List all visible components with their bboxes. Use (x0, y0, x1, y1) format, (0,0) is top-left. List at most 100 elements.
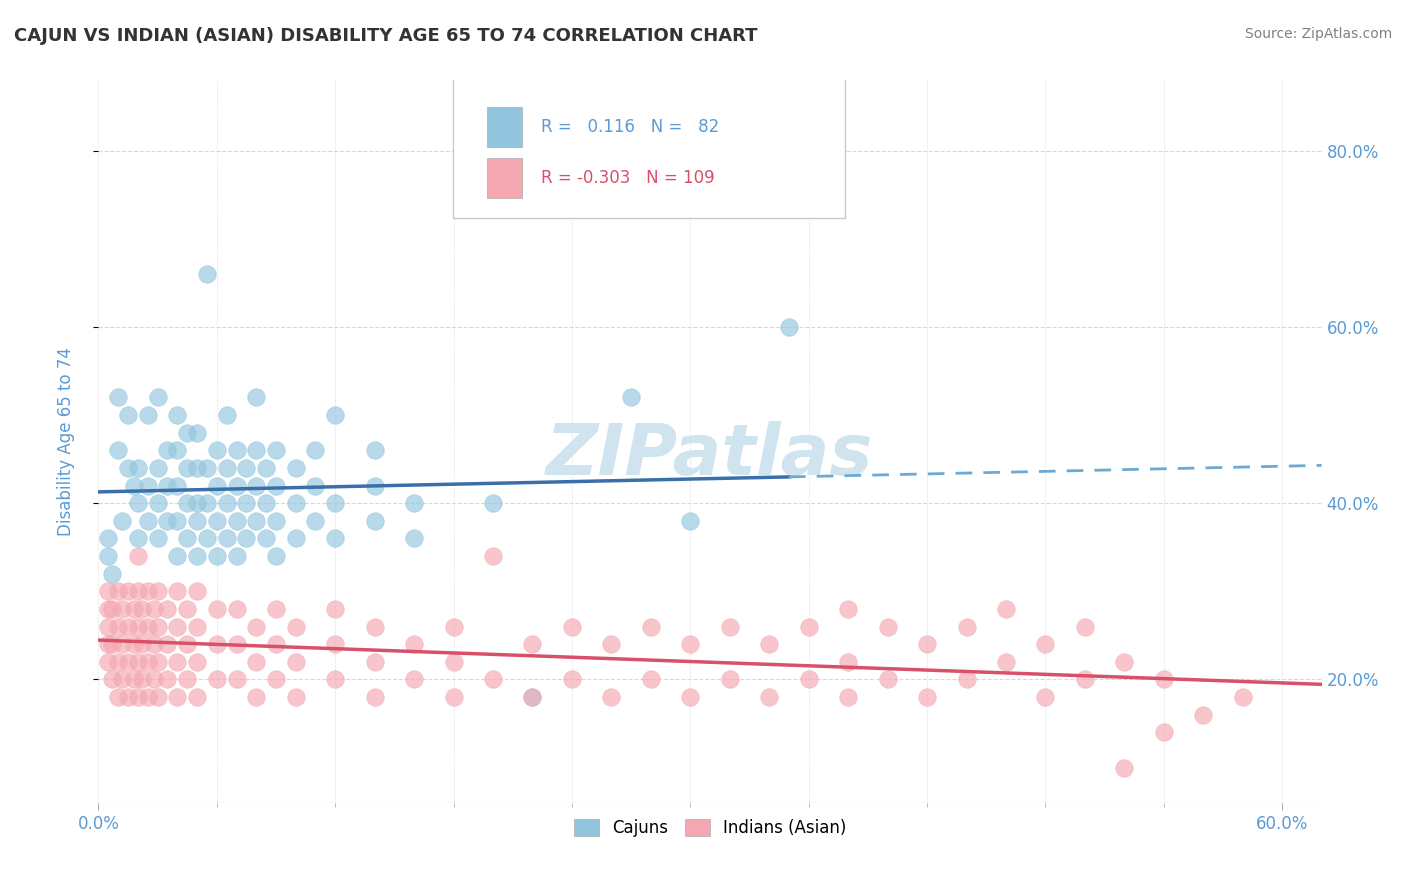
Point (1153, 725, 1175, 739)
Point (136, 478, 159, 492)
Point (156, 673, 179, 687)
Point (482, 496, 505, 510)
Point (122, 478, 145, 492)
Bar (488, 158, 522, 198)
Point (1074, 619, 1097, 633)
Point (146, 690, 169, 704)
Point (323, 602, 346, 616)
Point (166, 690, 188, 704)
Point (284, 461, 307, 475)
Point (284, 619, 307, 633)
Point (522, 637, 544, 651)
Point (142, 673, 165, 687)
Point (166, 478, 188, 492)
Point (127, 690, 149, 704)
Point (186, 690, 208, 704)
Point (778, 320, 800, 334)
Point (482, 673, 505, 687)
Point (876, 619, 898, 633)
Point (994, 602, 1017, 616)
Point (111, 637, 134, 651)
Point (156, 443, 179, 458)
Point (127, 549, 149, 563)
Point (205, 478, 228, 492)
Point (284, 496, 307, 510)
Point (122, 602, 145, 616)
Point (117, 408, 139, 422)
Point (107, 584, 129, 599)
Point (758, 637, 780, 651)
Point (679, 637, 702, 651)
Point (156, 478, 179, 492)
Point (225, 673, 247, 687)
Point (101, 673, 124, 687)
Point (620, 391, 643, 405)
Point (284, 690, 307, 704)
Point (97, 602, 120, 616)
Point (284, 655, 307, 669)
Point (131, 673, 153, 687)
Point (404, 496, 426, 510)
Point (136, 619, 159, 633)
Point (304, 478, 326, 492)
Point (176, 602, 198, 616)
Text: ZIPatlas: ZIPatlas (547, 422, 873, 491)
Point (176, 461, 198, 475)
Point (955, 619, 977, 633)
Point (1035, 637, 1057, 651)
Point (1074, 673, 1097, 687)
Point (205, 673, 228, 687)
Point (101, 637, 124, 651)
Point (186, 514, 208, 528)
Point (522, 690, 544, 704)
Point (146, 619, 169, 633)
Point (107, 690, 129, 704)
Point (117, 461, 139, 475)
Point (758, 690, 780, 704)
Point (235, 461, 257, 475)
Point (107, 619, 129, 633)
Point (186, 461, 208, 475)
Point (718, 619, 741, 633)
Point (837, 690, 859, 704)
Point (127, 655, 149, 669)
Point (718, 673, 741, 687)
Text: R =   0.116   N =   82: R = 0.116 N = 82 (541, 119, 720, 136)
Point (225, 478, 247, 492)
Point (245, 391, 267, 405)
Point (136, 655, 159, 669)
Point (166, 619, 188, 633)
Point (235, 496, 257, 510)
Point (1192, 707, 1215, 722)
Point (363, 690, 385, 704)
Point (1232, 690, 1254, 704)
Point (235, 532, 257, 546)
Point (600, 690, 623, 704)
Point (837, 602, 859, 616)
Point (225, 602, 247, 616)
Point (176, 673, 198, 687)
Point (304, 514, 326, 528)
Point (264, 637, 287, 651)
Point (127, 496, 149, 510)
Point (117, 619, 139, 633)
Text: Source: ZipAtlas.com: Source: ZipAtlas.com (1244, 27, 1392, 41)
Point (245, 514, 267, 528)
Point (131, 637, 153, 651)
Point (97, 584, 120, 599)
Point (127, 584, 149, 599)
Point (876, 673, 898, 687)
Point (107, 443, 129, 458)
Point (404, 532, 426, 546)
Point (797, 619, 820, 633)
Point (363, 514, 385, 528)
Point (186, 584, 208, 599)
Point (640, 619, 662, 633)
Point (146, 496, 169, 510)
Point (245, 478, 267, 492)
Point (443, 690, 465, 704)
Point (600, 637, 623, 651)
Point (166, 655, 188, 669)
Point (254, 461, 277, 475)
Point (97, 637, 120, 651)
